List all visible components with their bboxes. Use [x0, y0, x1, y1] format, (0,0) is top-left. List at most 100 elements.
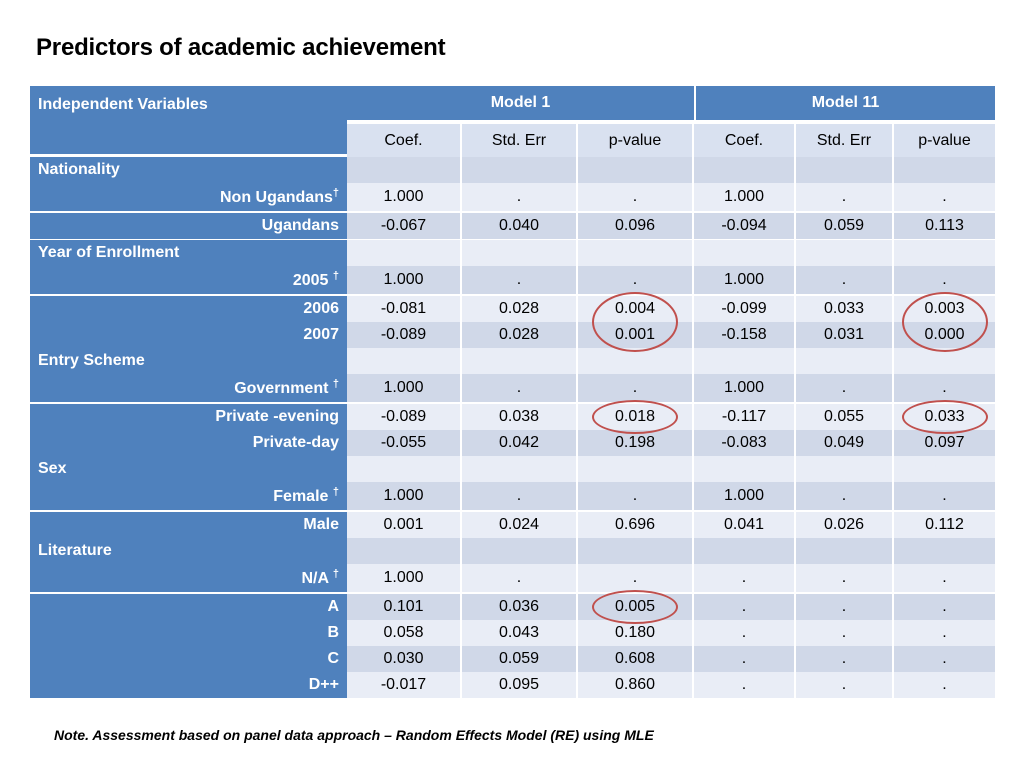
row-label: N/A [301, 570, 333, 588]
table-cell: . [796, 266, 892, 294]
footnote: Note. Assessment based on panel data app… [54, 727, 654, 743]
table-cell: 1.000 [694, 374, 794, 402]
table-cell: . [578, 374, 692, 402]
category-row: Sex [30, 456, 995, 482]
table-row: Private -evening -0.089 0.038 0.018 -0.117 0.… [30, 404, 995, 430]
row-label-text: Year of Enrollment [38, 244, 179, 262]
reference-dagger: † [332, 485, 339, 498]
row-label: Private-day [252, 434, 339, 451]
table-cell [347, 348, 460, 374]
table-row: 2006 -0.081 0.028 0.004 -0.099 0.033 0.003 [30, 296, 995, 322]
table-row: C 0.030 0.059 0.608... [30, 646, 995, 672]
table-cell: . [894, 646, 995, 672]
table-cell: 0.058 [347, 620, 460, 646]
table-cell: 0.059 [796, 213, 892, 239]
table-cell: 0.036 [462, 594, 576, 620]
table-cell: 0.038 [462, 404, 576, 430]
table-cell: . [694, 620, 794, 646]
table-cell: -0.099 [694, 296, 794, 322]
row-label: Nationality [38, 161, 120, 178]
category-label: Sex [30, 456, 347, 482]
row-label: Literature [38, 542, 112, 559]
row-label: Non Ugandans [219, 189, 333, 207]
table-cell: 0.101 [347, 594, 460, 620]
table-cell: 0.028 [462, 322, 576, 348]
table-cell: . [796, 672, 892, 698]
table-cell: 0.031 [796, 322, 892, 348]
row-label-text: Ugandans [262, 217, 339, 235]
subheader-model1-std-err: Std. Err [462, 124, 576, 157]
table-row: Government † 1.000.. 1.000.. [30, 374, 995, 402]
table-cell [894, 240, 995, 266]
table-cell [694, 157, 794, 183]
table-cell: 1.000 [694, 266, 794, 294]
table-cell: 0.040 [462, 213, 576, 239]
table-cell: . [796, 646, 892, 672]
table-cell [347, 157, 460, 183]
table-cell [894, 348, 995, 374]
table-cell: . [894, 564, 995, 592]
table-cell [894, 456, 995, 482]
row-label-text: B [327, 624, 339, 642]
table-cell [796, 456, 892, 482]
table-cell: 0.001 [347, 512, 460, 538]
table-cell: . [462, 564, 576, 592]
row-label-text: 2005 † [293, 270, 339, 290]
table-cell: 0.608 [578, 646, 692, 672]
table-cell: . [894, 482, 995, 510]
table-cell: -0.117 [694, 404, 794, 430]
row-label-text: D++ [309, 676, 339, 694]
table-cell: . [894, 672, 995, 698]
table-row: 2005 † 1.000.. 1.000.. [30, 266, 995, 294]
row-label: D++ [308, 676, 339, 693]
table-cell [694, 348, 794, 374]
variable-label: Non Ugandans† [30, 183, 347, 211]
row-label: Private -evening [215, 408, 339, 425]
category-row: Entry Scheme [30, 348, 995, 374]
table-cell: 0.041 [694, 512, 794, 538]
table-cell: . [694, 672, 794, 698]
table-cell: -0.017 [347, 672, 460, 698]
table-cell: . [796, 594, 892, 620]
table-row: Private-day -0.055 0.042 0.198 -0.083 0.049 0.… [30, 430, 995, 456]
row-label: 2007 [303, 326, 339, 343]
table-row: A 0.101 0.036 0.005... [30, 594, 995, 620]
table-cell: . [796, 183, 892, 211]
variable-label: D++ [30, 672, 347, 698]
table-cell [347, 538, 460, 564]
table-row: 2007 -0.089 0.028 0.001 -0.158 0.031 0.000 [30, 322, 995, 348]
variable-label: Government † [30, 374, 347, 402]
table-cell: . [578, 482, 692, 510]
category-row: Nationality [30, 157, 995, 183]
table-cell: 0.042 [462, 430, 576, 456]
table-cell: 1.000 [347, 564, 460, 592]
significance-circle [592, 400, 678, 434]
table-cell: . [694, 564, 794, 592]
table-row: Non Ugandans† 1.000.. 1.000.. [30, 183, 995, 211]
table-cell: 0.055 [796, 404, 892, 430]
subheader-model11-p-value: p-value [894, 124, 995, 157]
row-label-text: 2006 [303, 300, 339, 318]
header-model-11: Model 11 [696, 86, 995, 120]
row-label-text: Entry Scheme [38, 352, 145, 370]
table-cell: 0.180 [578, 620, 692, 646]
table-cell: 0.024 [462, 512, 576, 538]
table-cell: . [462, 374, 576, 402]
table-cell [894, 157, 995, 183]
table-cell [462, 456, 576, 482]
reference-dagger: † [332, 269, 339, 282]
table-cell: . [578, 183, 692, 211]
variable-label: 2007 [30, 322, 347, 348]
table-row: B 0.058 0.043 0.180... [30, 620, 995, 646]
table-cell: 0.028 [462, 296, 576, 322]
table-cell: 1.000 [694, 482, 794, 510]
category-label: Year of Enrollment [30, 240, 347, 266]
table-row: D++ -0.017 0.095 0.860... [30, 672, 995, 698]
significance-circle [592, 590, 678, 624]
variable-label: B [30, 620, 347, 646]
row-label-text: Private -evening [215, 408, 339, 426]
table-cell: 0.026 [796, 512, 892, 538]
row-label: B [327, 624, 339, 641]
table-cell: 0.059 [462, 646, 576, 672]
variable-label: N/A † [30, 564, 347, 592]
